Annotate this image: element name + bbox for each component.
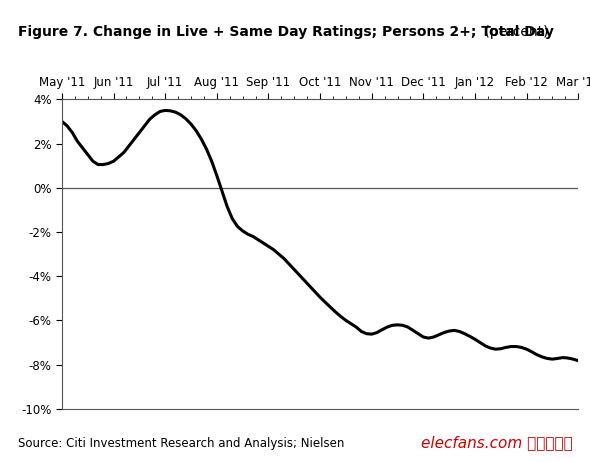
- Text: elecfans.com 电子发烧友: elecfans.com 电子发烧友: [421, 436, 572, 450]
- Text: (percent): (percent): [480, 25, 549, 39]
- Text: Figure 7. Change in Live + Same Day Ratings; Persons 2+; Total Day: Figure 7. Change in Live + Same Day Rati…: [18, 25, 553, 39]
- Text: Source: Citi Investment Research and Analysis; Nielsen: Source: Citi Investment Research and Ana…: [18, 438, 344, 450]
